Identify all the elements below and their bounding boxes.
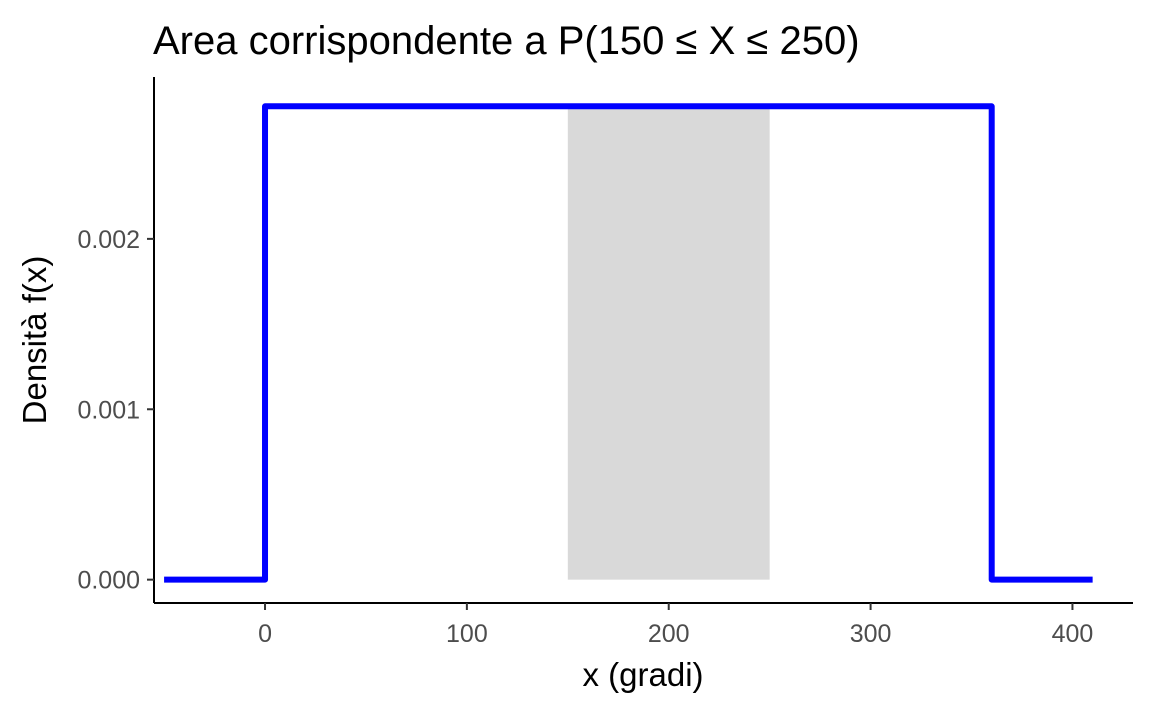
x-ticks: 0 100 200 300 400 bbox=[258, 603, 1093, 648]
x-tick-label: 300 bbox=[850, 620, 892, 648]
x-axis-title: x (gradi) bbox=[582, 656, 703, 693]
y-ticks: 0.000 0.001 0.002 bbox=[77, 226, 154, 595]
y-tick-label: 0.002 bbox=[77, 226, 140, 254]
shaded-area bbox=[567, 106, 770, 580]
x-tick-label: 100 bbox=[446, 620, 488, 648]
chart-title: Area corrispondente a P(150 ≤ X ≤ 250) bbox=[153, 19, 860, 63]
plot-area bbox=[164, 103, 1093, 583]
x-tick-label: 0 bbox=[258, 620, 272, 648]
y-axis-title: Densità f(x) bbox=[16, 256, 53, 425]
x-tick-label: 200 bbox=[648, 620, 690, 648]
y-tick-label: 0.001 bbox=[77, 396, 140, 424]
x-tick-label: 400 bbox=[1052, 620, 1094, 648]
density-line bbox=[164, 103, 1093, 583]
y-tick-label: 0.000 bbox=[77, 567, 140, 595]
